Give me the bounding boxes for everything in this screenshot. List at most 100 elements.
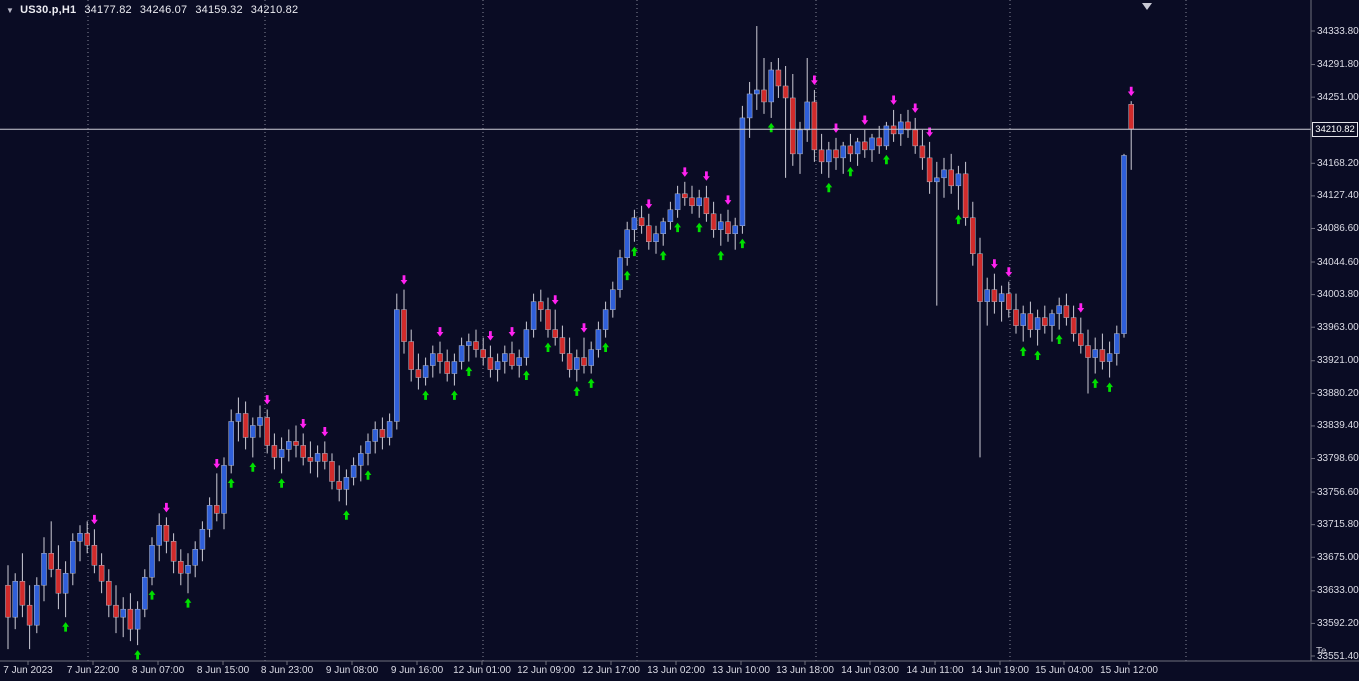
candle-bull-body (941, 169, 947, 179)
price-tick-label: 33675.00 (1317, 551, 1359, 563)
candle-bull-body (221, 465, 227, 514)
signal-up-arrow (659, 250, 667, 261)
candle-bull-body (70, 541, 76, 574)
signal-up-arrow (587, 378, 595, 388)
signal-down-arrow (926, 127, 933, 137)
candle-bear-body (538, 301, 544, 310)
price-tick-label: 33756.60 (1317, 486, 1359, 498)
candle-bear-body (437, 353, 443, 362)
candle-bear-body (401, 309, 407, 342)
candle-bull-body (314, 453, 321, 462)
candle-bear-body (581, 357, 587, 366)
signal-up-arrow (631, 246, 638, 257)
candle-bear-body (977, 253, 983, 302)
candle-bear-body (876, 137, 882, 147)
candle-bull-body (343, 477, 350, 490)
candle-bull-body (350, 465, 357, 478)
signal-down-arrow (213, 458, 221, 469)
candle-bull-body (754, 89, 760, 95)
chart-header: ▼ US30.p,H1 34177.82 34246.07 34159.32 3… (6, 4, 298, 16)
candle-bull-body (1114, 333, 1120, 354)
candle-bull-body (1049, 313, 1055, 326)
candle-bear-body (1027, 313, 1034, 330)
candle-bear-body (912, 129, 918, 147)
chart-shift-marker[interactable] (1142, 3, 1152, 10)
candle-bull-body (34, 584, 40, 626)
candle-bear-body (242, 413, 249, 438)
candle-bear-body (919, 145, 926, 159)
signal-up-arrow (1055, 334, 1063, 345)
price-tick-label: 33839.40 (1317, 420, 1359, 432)
candle-bull-body (149, 545, 155, 578)
price-tick-label: 33798.60 (1317, 453, 1359, 465)
signal-down-arrow (299, 419, 307, 429)
candle-bull-body (430, 353, 436, 366)
signal-down-arrow (811, 75, 818, 85)
candle-bull-body (530, 301, 537, 330)
signal-down-arrow (991, 259, 998, 269)
time-label: 12 Jun 17:00 (582, 665, 640, 676)
candle-bull-body (955, 173, 962, 187)
price-tick-label: 33880.20 (1317, 387, 1359, 399)
candle-bear-body (113, 604, 119, 618)
signal-up-arrow (674, 222, 681, 233)
candle-bear-body (1078, 333, 1084, 346)
candle-bull-body (386, 421, 393, 438)
time-label: 14 Jun 03:00 (841, 665, 899, 676)
candle-bear-body (818, 149, 825, 163)
candle-bull-body (365, 441, 371, 454)
candle-bear-body (84, 533, 90, 546)
candle-bull-body (984, 289, 990, 302)
candle-bull-body (746, 93, 753, 119)
candle-bull-body (574, 357, 580, 370)
candle-bear-body (703, 197, 710, 215)
signal-down-arrow (1077, 303, 1085, 313)
price-tick-label: 33592.20 (1317, 617, 1359, 629)
candle-bear-body (1128, 104, 1134, 130)
symbol-dropdown-icon[interactable]: ▼ (6, 5, 15, 15)
signal-up-arrow (623, 270, 631, 281)
signal-down-arrow (321, 427, 329, 437)
candle-bear-body (948, 169, 954, 187)
candle-bear-body (1006, 293, 1012, 310)
candle-bear-body (811, 101, 818, 151)
time-label: 15 Jun 04:00 (1035, 665, 1093, 676)
time-label: 7 Jun 2023 (3, 665, 53, 676)
candle-bear-body (98, 565, 105, 582)
time-label: 13 Jun 18:00 (776, 665, 834, 676)
signal-up-arrow (148, 590, 156, 600)
price-tick-label: 34251.00 (1317, 91, 1359, 103)
signal-up-arrow (847, 166, 854, 177)
candle-bull-body (77, 533, 83, 542)
candle-bull-body (142, 576, 148, 610)
candle-bear-body (710, 213, 717, 230)
signal-up-arrow (523, 370, 530, 380)
candle-bear-body (26, 604, 33, 626)
candle-bear-body (55, 568, 62, 594)
signal-up-arrow (883, 154, 890, 165)
candle-bear-body (19, 580, 26, 606)
price-tick-label: 34168.20 (1317, 157, 1359, 169)
candle-bear-body (566, 353, 573, 370)
time-axis[interactable]: 7 Jun 2023 7 Jun 22:00 8 Jun 07:00 8 Jun 15… (0, 661, 1359, 681)
price-tick-label: 34003.80 (1317, 289, 1359, 301)
signal-up-arrow (602, 342, 609, 352)
candle-bear-body (300, 445, 306, 458)
time-label: 7 Jun 22:00 (66, 665, 120, 676)
candle-bear-body (725, 221, 731, 234)
candle-bull-body (523, 329, 530, 358)
candle-bull-body (595, 329, 602, 350)
price-axis[interactable]: 34210.82 34333.80 34291.80 34251.00 34168.2… (1311, 0, 1359, 662)
candle-bear-body (970, 217, 976, 254)
price-tick-label: 33633.00 (1317, 585, 1359, 597)
candle-bull-body (739, 117, 746, 227)
candle-bull-body (516, 357, 522, 366)
price-tick-label: 34044.60 (1317, 256, 1359, 268)
candle-bull-body (898, 121, 904, 135)
signal-up-arrow (227, 478, 235, 488)
signal-down-arrow (861, 115, 869, 125)
ohlc-open-value: 34177.82 (84, 4, 132, 16)
candle-bull-body (372, 429, 378, 442)
price-tick-label: 33715.80 (1317, 519, 1359, 531)
